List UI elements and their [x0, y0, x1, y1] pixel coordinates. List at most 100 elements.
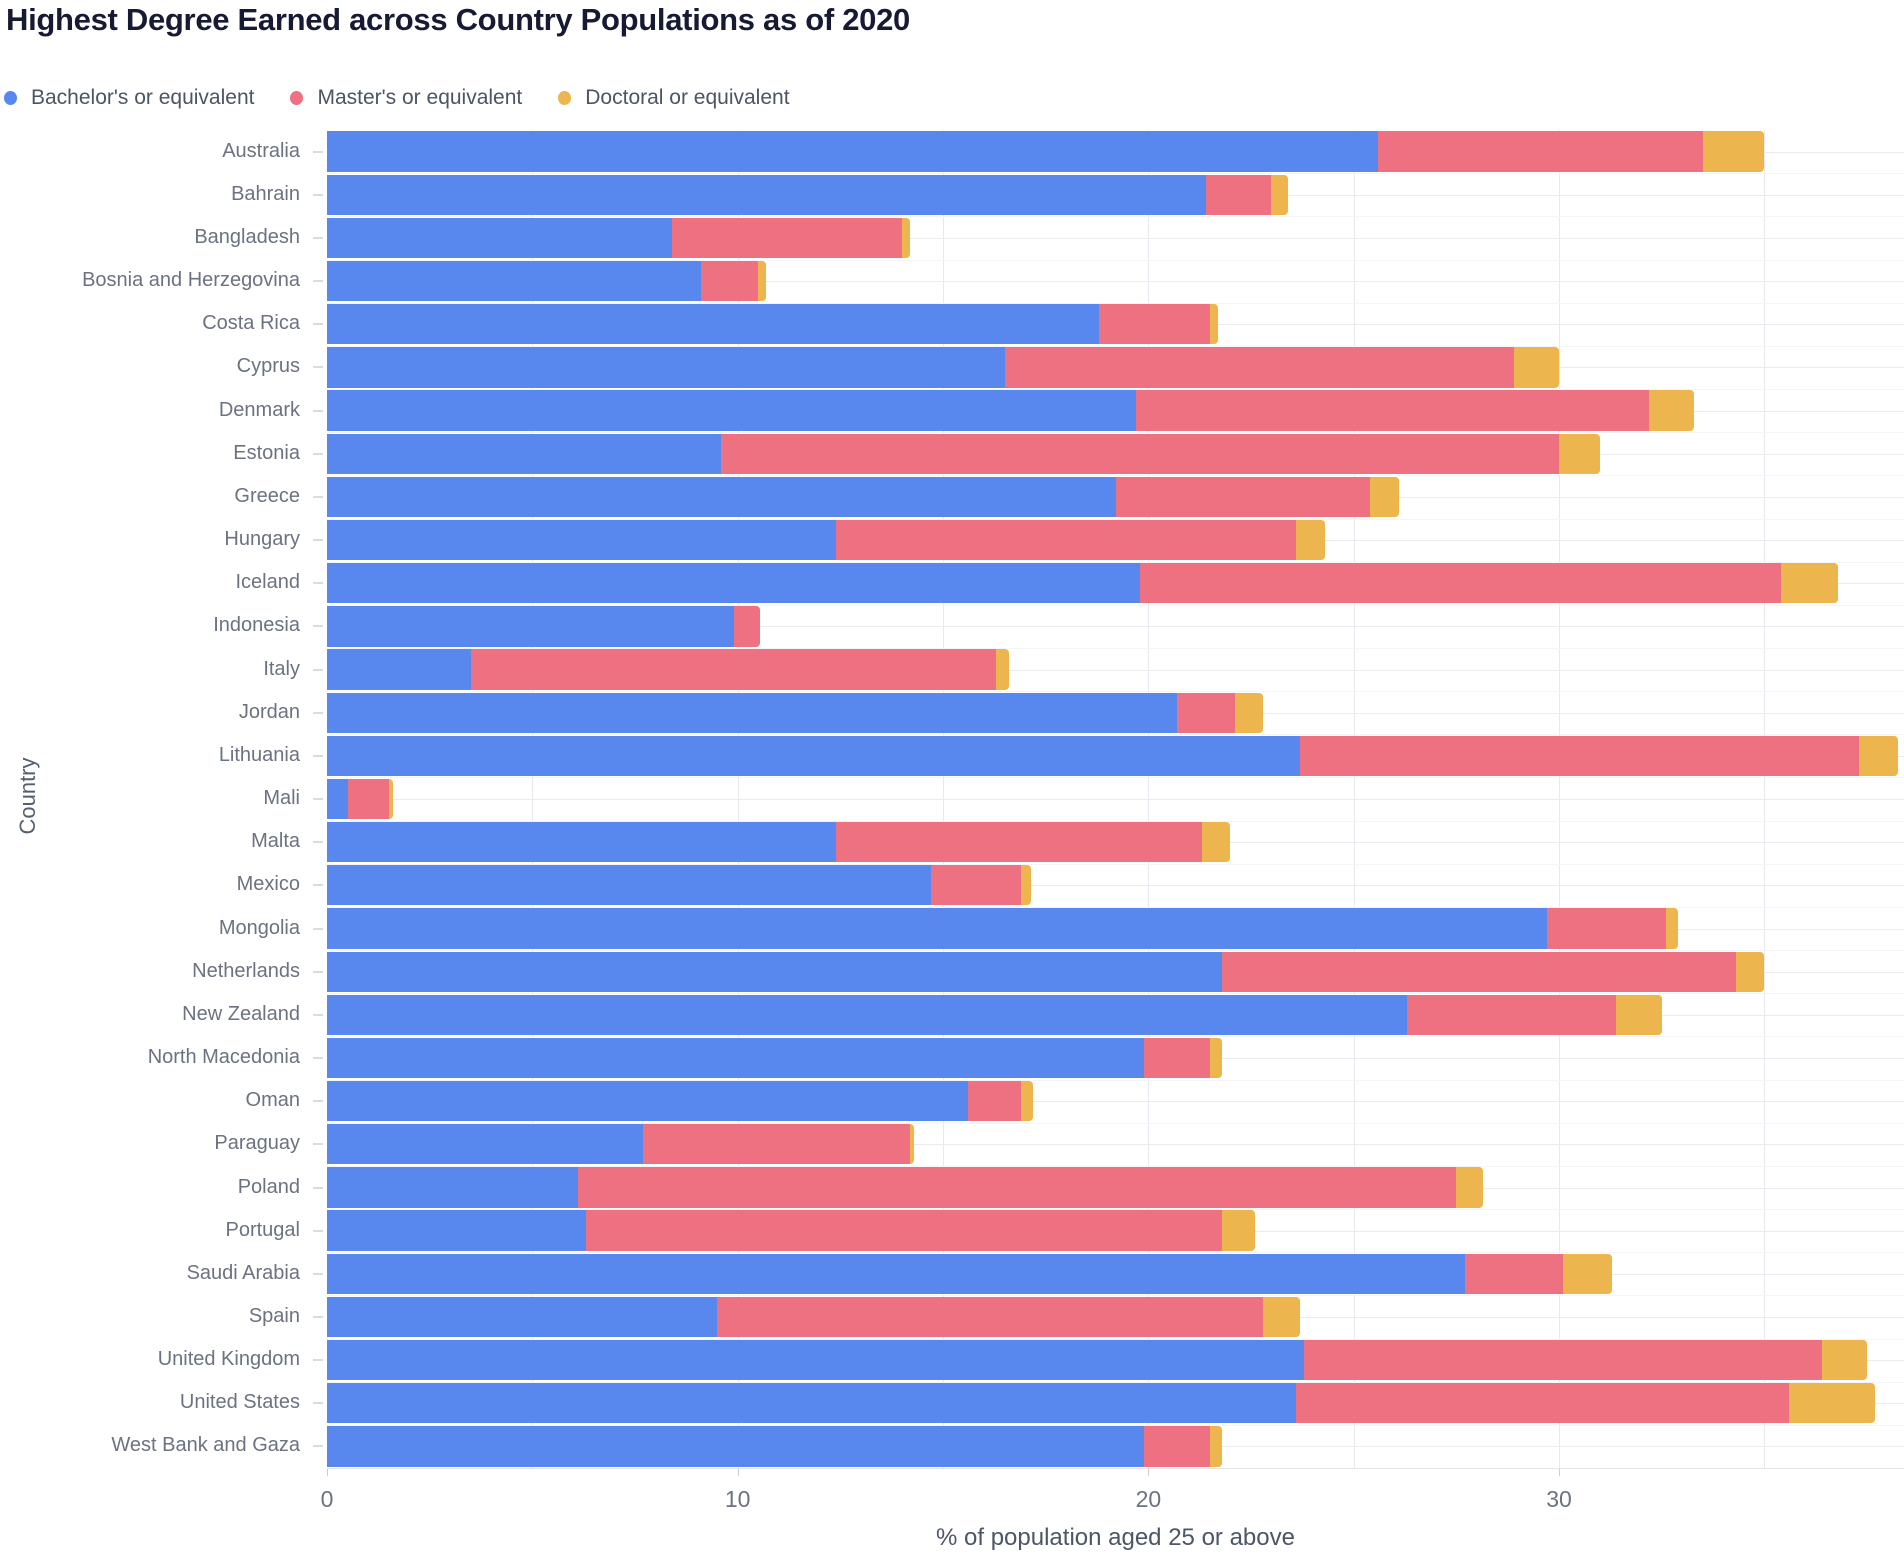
country-label: Italy: [263, 657, 300, 680]
row-boundary-line: [327, 993, 1904, 995]
bar-segment-master: [1304, 1339, 1822, 1381]
country-label: Lithuania: [218, 743, 300, 766]
bar-segment-bachelor: [327, 908, 1547, 949]
bar-segment-bachelor: [327, 951, 1223, 992]
bar-segment-doctoral or equivalent: [1209, 1037, 1223, 1079]
bar-segment-doctoral or equivalent: [1209, 1426, 1223, 1467]
chart-title: Highest Degree Earned across Country Pop…: [6, 2, 910, 37]
bar-segment-doctoral or equivalent: [1020, 865, 1032, 906]
legend: Bachelor's or equivalent Master's or equi…: [4, 86, 790, 110]
bar-segment-master: [733, 606, 761, 647]
bar-segment-master: [1144, 1426, 1210, 1467]
bar-row: [327, 908, 1679, 949]
bar-segment-bachelor: [327, 735, 1301, 777]
bar-segment-master: [1222, 951, 1736, 992]
bar-segment-bachelor: [327, 1167, 578, 1208]
row-boundary-line: [327, 518, 1904, 520]
country-label: Netherlands: [192, 959, 300, 982]
country-label: Bahrain: [231, 182, 300, 205]
y-tick-icon: [313, 1315, 323, 1318]
country-label: United Kingdom: [157, 1348, 300, 1371]
legend-dot-icon: [558, 91, 572, 105]
bar-segment-master: [1115, 476, 1371, 518]
x-axis-ticks: 0 10 20 30: [321, 1469, 1904, 1529]
y-tick-icon: [313, 927, 323, 930]
y-tick-icon: [313, 711, 323, 714]
row-boundary-line: [327, 1165, 1904, 1167]
y-tick-icon: [313, 625, 323, 628]
bar-segment-master: [1099, 304, 1210, 345]
bar-segment-master: [347, 778, 389, 820]
bar-row: [327, 822, 1231, 863]
row-center-line: [327, 281, 1904, 283]
bar-segment-bachelor: [327, 606, 734, 647]
bar-segment-master: [585, 1210, 1223, 1251]
bar-row: [327, 347, 1559, 388]
legend-item[interactable]: Master's or equivalent: [290, 86, 522, 110]
y-tick-icon: [313, 280, 323, 283]
x-axis-title: % of population aged 25 or above: [936, 1524, 1295, 1551]
x-tick-mark: [327, 1469, 328, 1476]
row-center-line: [327, 1144, 1904, 1146]
y-tick-icon: [313, 1143, 323, 1146]
country-label: Australia: [222, 139, 300, 162]
row-boundary-line: [327, 302, 1904, 304]
row-boundary-line: [327, 820, 1904, 822]
row-boundary-line: [327, 1036, 1904, 1038]
y-tick-icon: [313, 582, 323, 585]
country-label: Bosnia and Herzegovina: [82, 269, 300, 292]
country-label: Mongolia: [218, 916, 300, 939]
bar-segment-bachelor: [327, 1210, 586, 1251]
bar-segment-doctoral or equivalent: [1209, 304, 1219, 345]
row-boundary-line: [327, 906, 1904, 908]
bar-segment-bachelor: [327, 778, 348, 820]
bar-segment-master: [717, 1296, 1264, 1338]
y-tick-icon: [313, 150, 323, 153]
bar-segment-master: [1004, 347, 1514, 388]
bar-segment-master: [1136, 390, 1650, 431]
row-center-line: [327, 1101, 1904, 1103]
bar-row: [327, 994, 1662, 1035]
y-tick-icon: [313, 1013, 323, 1016]
row-center-line: [327, 626, 1904, 628]
country-label: Indonesia: [213, 614, 300, 637]
bar-segment-master: [1205, 174, 1272, 215]
x-tick-mark: [737, 1469, 739, 1476]
bar-segment-master: [1407, 994, 1617, 1035]
country-label: United States: [179, 1391, 300, 1414]
country-label: Jordan: [238, 700, 300, 723]
legend-item[interactable]: Doctoral or equivalent: [558, 86, 790, 110]
y-tick-icon: [313, 798, 323, 800]
x-tick-mark: [1148, 1469, 1150, 1476]
bar-segment-bachelor: [327, 304, 1100, 345]
y-tick-icon: [313, 495, 323, 498]
bar-segment-bachelor: [327, 649, 471, 690]
row-boundary-line: [327, 691, 1904, 693]
bar-segment-master: [672, 217, 902, 259]
bar-segment-doctoral or equivalent: [1234, 692, 1264, 733]
x-tick-mark: [1559, 1469, 1560, 1476]
country-label: North Macedonia: [147, 1046, 300, 1068]
legend-dot-icon: [290, 91, 304, 105]
y-tick-icon: [313, 1272, 323, 1275]
bar-segment-doctoral or equivalent: [1821, 1339, 1868, 1381]
country-label: Bangladesh: [194, 225, 300, 248]
y-tick-icon: [313, 668, 323, 671]
bar-segment-doctoral or equivalent: [1222, 1210, 1256, 1251]
y-tick-icon: [313, 1229, 323, 1232]
x-tick-label: 20: [1135, 1486, 1162, 1512]
row-boundary-line: [327, 1295, 1904, 1297]
country-label: Estonia: [233, 441, 300, 464]
bar-row: [327, 778, 393, 820]
row-boundary-line: [327, 432, 1904, 434]
bar-row: [327, 304, 1219, 345]
bar-segment-master: [836, 519, 1297, 561]
row-boundary-line: [327, 863, 1904, 865]
y-tick-icon: [313, 1186, 323, 1189]
y-tick-icon: [313, 193, 323, 196]
bar-segment-master: [1140, 563, 1781, 604]
bar-row: [327, 649, 1009, 690]
bar-segment-master: [1378, 131, 1703, 172]
legend-item[interactable]: Bachelor's or equivalent: [4, 86, 254, 110]
bar-segment-master: [577, 1167, 1457, 1208]
